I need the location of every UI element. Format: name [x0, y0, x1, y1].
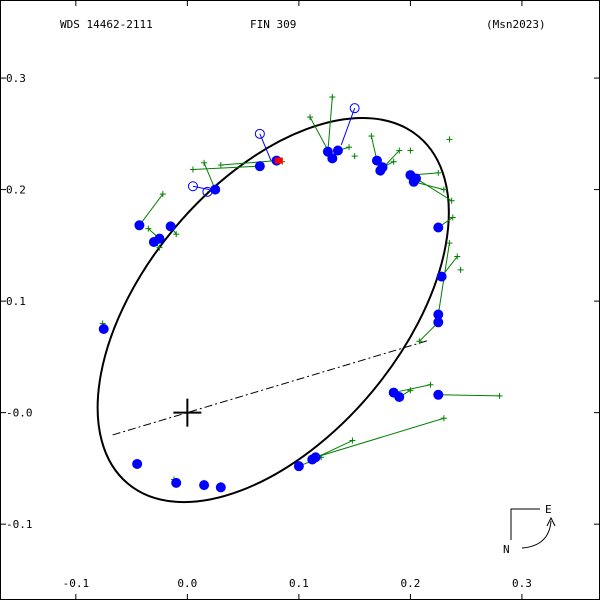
compass-east-label: E	[545, 503, 552, 516]
observation-point	[210, 184, 221, 195]
line-of-nodes	[112, 339, 430, 436]
x-tick-label: 0.1	[289, 577, 309, 590]
open-point	[202, 186, 213, 197]
y-tick-label: 0.2	[6, 184, 26, 197]
observation-point	[410, 173, 421, 184]
open-point	[254, 128, 265, 139]
residual-line	[192, 165, 260, 171]
open-point-connector	[207, 189, 215, 193]
residual-line	[139, 193, 164, 226]
annotations	[274, 157, 283, 164]
x-tick-label: 0.0	[177, 577, 197, 590]
y-tick-label: -0.1	[6, 518, 33, 531]
observation-point	[215, 482, 226, 493]
compass-axes	[510, 508, 540, 540]
observation-point	[293, 461, 304, 472]
y-tick-label: -0.0	[6, 407, 33, 420]
header-right: (Msn2023)	[486, 18, 546, 31]
open-point	[187, 181, 198, 192]
observation-point	[134, 220, 145, 231]
observation-point	[171, 477, 182, 488]
residual-line	[315, 417, 445, 458]
residual-line	[415, 178, 452, 202]
observation-point	[371, 155, 382, 166]
residual-line	[393, 384, 431, 394]
open-point-connector	[192, 185, 210, 191]
residual-line	[327, 96, 333, 152]
header-center: FIN 309	[250, 18, 296, 31]
header-left: WDS 14462-2111	[60, 18, 153, 31]
observation-point	[332, 145, 343, 156]
compass-arrowhead	[546, 516, 556, 527]
highlight-marker	[274, 157, 283, 164]
observation-points	[98, 103, 447, 493]
compass-north-label: N	[503, 543, 510, 556]
observation-point	[433, 317, 444, 328]
observation-point	[199, 480, 210, 491]
residual-line	[413, 181, 444, 191]
open-point	[349, 103, 360, 114]
y-tick-label: 0.1	[6, 295, 26, 308]
observation-point	[327, 153, 338, 164]
observation-point	[165, 221, 176, 232]
x-tick-label: -0.1	[63, 577, 90, 590]
observation-point	[98, 323, 109, 334]
x-tick-label: 0.3	[512, 577, 532, 590]
observation-point	[436, 271, 447, 282]
observation-point	[433, 222, 444, 233]
observation-point	[433, 389, 444, 400]
observation-point	[154, 233, 165, 244]
compass-arc	[521, 520, 552, 549]
residual-line	[220, 160, 277, 166]
observation-point	[132, 458, 143, 469]
x-tick-label: 0.2	[400, 577, 420, 590]
open-point-connector	[340, 108, 356, 146]
y-tick-label: 0.3	[6, 72, 26, 85]
residual-line	[438, 394, 500, 397]
observation-point	[307, 454, 318, 465]
observation-point	[394, 392, 405, 403]
observation-point	[254, 161, 265, 172]
compass: E N	[503, 503, 556, 556]
observation-point	[375, 165, 386, 176]
